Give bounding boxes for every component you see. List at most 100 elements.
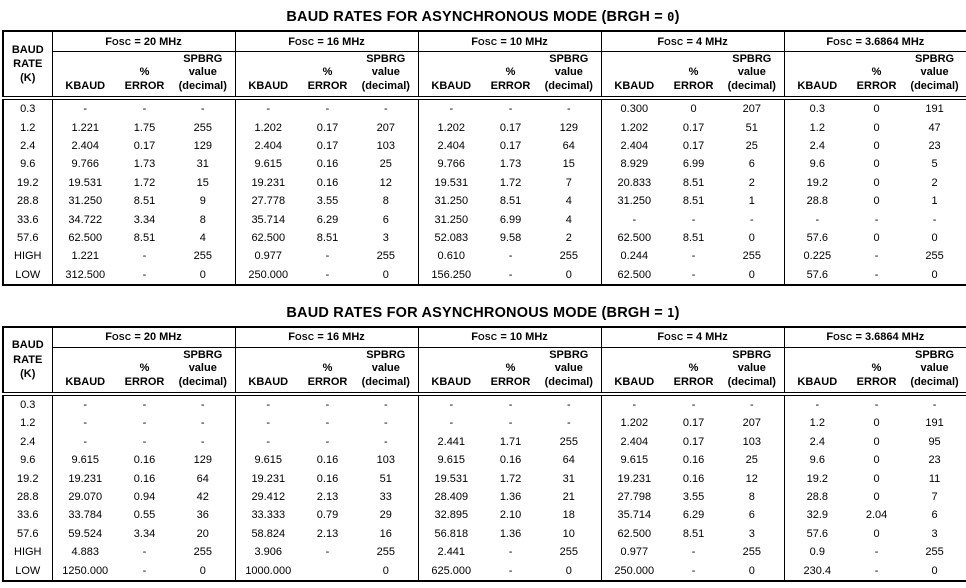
value-cell: 19.531 xyxy=(51,173,118,192)
value-cell: 31 xyxy=(562,472,575,485)
table-row: HIGH 4.883 - 255 3.906 - 255 2.441 - 255 0.977 - 255… xyxy=(3,543,966,562)
value-cell: 6.29 xyxy=(316,213,339,226)
value-cell: 20.833 xyxy=(600,173,668,192)
title-close: ) xyxy=(674,304,680,321)
baud-rate-table-brgh0: BAUD RATE (K) FOSC = 20 MHz FOSC = 16 MHz F… xyxy=(2,30,966,286)
value-cell: - xyxy=(142,399,147,412)
value-cell: - xyxy=(508,564,513,577)
value-cell: 0 xyxy=(382,564,389,577)
value-cell: 3 xyxy=(382,231,389,244)
value-cell: - xyxy=(383,435,388,448)
value-cell: 3.55 xyxy=(316,195,339,208)
value-cell: 156.250 xyxy=(417,265,485,285)
value-cell: 191 xyxy=(925,103,944,116)
value-cell: - xyxy=(325,103,330,116)
value-cell: - xyxy=(566,417,571,430)
value-cell: 62.500 xyxy=(234,228,302,248)
value-cell: 4.883 xyxy=(51,543,118,562)
value-cell: 3 xyxy=(748,527,755,540)
baud-rate-column-header: BAUD RATE (K) xyxy=(3,326,52,396)
value-cell: 12 xyxy=(379,176,392,189)
baud-rate-cell: 2.4 xyxy=(20,139,36,152)
value-cell: 95 xyxy=(928,435,941,448)
baud-rate-cell: 2.4 xyxy=(20,435,36,448)
table-row: 9.6 9.615 0.16 129 9.615 0.16 103 9.615 0.16 64 9.… xyxy=(3,451,966,470)
value-cell: 31 xyxy=(196,158,209,171)
value-cell: 0.16 xyxy=(316,158,339,171)
fosc-smallcaps: OSC xyxy=(664,332,684,343)
value-cell: 25 xyxy=(379,158,392,171)
baud-rate-cell: 33.6 xyxy=(17,509,39,522)
value-cell: 8 xyxy=(748,491,755,504)
value-cell: 3.34 xyxy=(133,527,156,540)
value-cell: - xyxy=(51,393,118,415)
value-cell: - xyxy=(51,98,118,119)
value-cell: 0.16 xyxy=(499,454,522,467)
sub-header-row: KBAUD% ERROR SPBRG value (decimal) KBAUD% … xyxy=(3,51,966,100)
baud-rate-cell: 0.3 xyxy=(20,103,36,116)
value-cell: 191 xyxy=(925,417,944,430)
value-cell: 16 xyxy=(379,527,392,540)
value-cell: - xyxy=(325,399,330,412)
baud-rate-cell: HIGH xyxy=(14,546,42,559)
value-cell: 9.6 xyxy=(783,155,851,174)
kbaud-header: KBAUD xyxy=(234,51,302,100)
value-cell: 0 xyxy=(199,268,206,281)
value-cell: 0.16 xyxy=(316,472,339,485)
table-row: 28.8 31.250 8.51 9 27.778 3.55 8 31.250 8.51 4 31.… xyxy=(3,191,966,211)
error-header: % ERROR xyxy=(850,347,904,396)
value-cell: - xyxy=(874,546,879,559)
value-cell: 255 xyxy=(376,546,395,559)
value-cell: 0 xyxy=(873,231,880,244)
value-cell: 207 xyxy=(742,417,761,430)
value-cell: 1.202 xyxy=(417,118,485,137)
baud-rate-cell: 1.2 xyxy=(20,417,36,430)
value-cell: 1.36 xyxy=(499,491,522,504)
value-cell: 11 xyxy=(928,472,941,485)
value-cell: 207 xyxy=(742,103,761,116)
value-cell: - xyxy=(142,250,147,263)
value-cell: 9.615 xyxy=(417,451,485,470)
value-cell: 0 xyxy=(931,268,938,281)
spbrg-header: SPBRG value (decimal) xyxy=(720,347,785,396)
value-cell: 2.404 xyxy=(417,136,485,156)
title-close: ) xyxy=(674,9,680,25)
value-cell: - xyxy=(325,250,330,263)
table-row: 28.8 29.070 0.94 42 29.412 2.13 33 28.409 1.36 21… xyxy=(3,487,966,507)
value-cell: 0.17 xyxy=(682,121,705,134)
baud-rate-cell: 9.6 xyxy=(20,158,36,171)
baud-rate-cell: LOW xyxy=(15,564,41,577)
value-cell: 0.17 xyxy=(682,435,705,448)
error-header: % ERROR xyxy=(667,51,721,100)
value-cell: 0.16 xyxy=(133,472,156,485)
table-row: HIGH 1.221 - 255 0.977 - 255 0.610 - 255 0.244 - 255… xyxy=(3,247,966,266)
baud-rate-cell: 28.8 xyxy=(17,491,39,504)
value-cell: - xyxy=(691,213,696,226)
table-row: 1.2 1.221 1.75 255 1.202 0.17 207 1.202 0.17 129 1… xyxy=(3,118,966,137)
table-row: 0.3 - - - - - - - - - 0.300 0 207 0.3 0 191 xyxy=(3,98,966,119)
spbrg-header: SPBRG value (decimal) xyxy=(171,347,236,396)
value-cell: 27.798 xyxy=(600,487,668,507)
baud-rate-column-header: BAUD RATE (K) xyxy=(3,31,52,100)
value-cell: - xyxy=(234,98,302,119)
kbaud-header: KBAUD xyxy=(600,51,668,100)
value-cell: 2.10 xyxy=(499,509,522,522)
value-cell: 33.333 xyxy=(234,506,302,525)
value-cell: 8.51 xyxy=(133,195,156,208)
value-cell: 0.17 xyxy=(682,139,705,152)
value-cell: - xyxy=(142,546,147,559)
value-cell: 0 xyxy=(873,195,880,208)
table-title-brgh1: BAUD RATES FOR ASYNCHRONOUS MODE (BRGH =… xyxy=(2,305,964,321)
value-cell: 42 xyxy=(196,491,209,504)
kbaud-header: KBAUD xyxy=(783,347,851,396)
value-cell: 2.404 xyxy=(51,136,118,156)
error-header: % ERROR xyxy=(118,347,171,396)
value-cell: 28.8 xyxy=(783,487,851,507)
brgh-value: 0 xyxy=(667,10,675,24)
value-cell: 25 xyxy=(745,454,758,467)
kbaud-header: KBAUD xyxy=(417,347,485,396)
baud-rate-cell: 57.6 xyxy=(17,527,39,540)
value-cell: - xyxy=(234,432,302,452)
fosc-group-header: FOSC = 20 MHz xyxy=(51,31,236,52)
